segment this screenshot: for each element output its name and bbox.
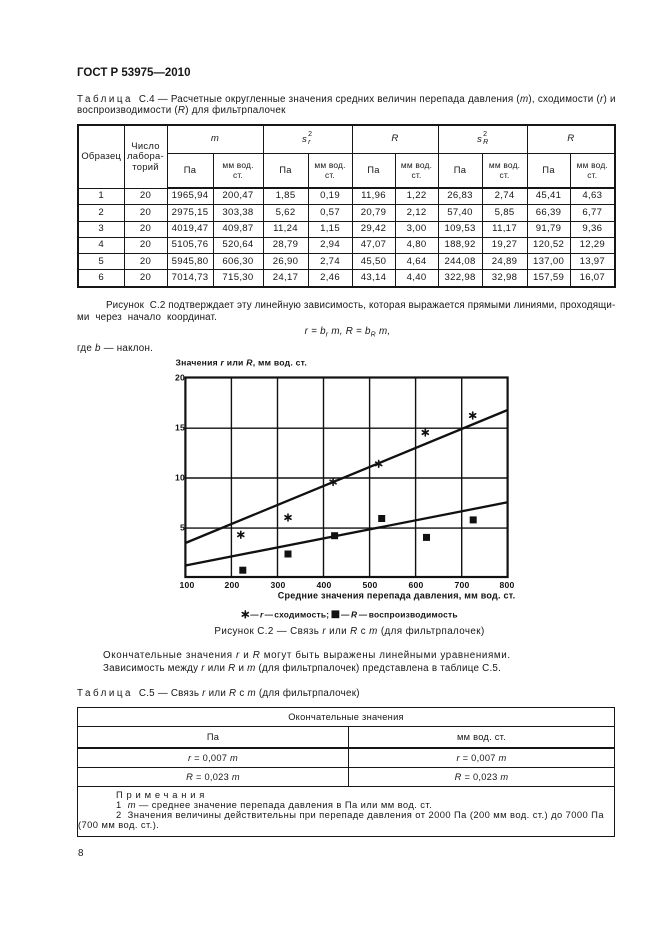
svg-text:600: 600 — [408, 580, 423, 590]
svg-text:Средние значения перепада давл: Средние значения перепада давления, мм в… — [278, 591, 516, 601]
svg-text:5: 5 — [180, 523, 185, 533]
svg-text:100: 100 — [179, 580, 194, 590]
svg-text:400: 400 — [316, 580, 331, 590]
svg-text:700: 700 — [454, 580, 469, 590]
svg-text:10: 10 — [175, 473, 185, 483]
svg-text:Значения r или R, мм вод. ст.: Значения r или R, мм вод. ст. — [176, 358, 307, 368]
svg-text:800: 800 — [499, 580, 514, 590]
svg-text:20: 20 — [175, 373, 185, 383]
svg-text:— r — сходимость;: — r — сходимость; — [250, 610, 329, 620]
svg-text:15: 15 — [175, 423, 185, 433]
svg-text:500: 500 — [362, 580, 377, 590]
svg-text:300: 300 — [270, 580, 285, 590]
svg-text:— R — воспроизводимость: — R — воспроизводимость — [341, 610, 458, 620]
svg-text:200: 200 — [224, 580, 239, 590]
